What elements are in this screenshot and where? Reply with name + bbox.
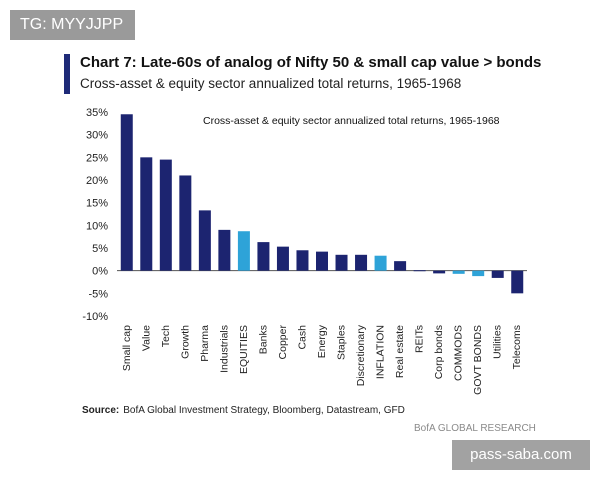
y-tick-label: 20% (86, 175, 108, 187)
brand-label: BofA GLOBAL RESEARCH (414, 423, 536, 434)
bar (394, 261, 407, 271)
y-tick-label: 0% (92, 266, 108, 278)
bar (472, 270, 485, 277)
bar (452, 270, 465, 274)
y-tick-label: 35% (86, 107, 108, 119)
x-tick-label: Copper (277, 325, 289, 360)
x-tick-label: Banks (257, 325, 269, 354)
x-tick-label: REITs (414, 325, 426, 353)
bar (296, 250, 309, 271)
y-tick-label: -5% (88, 288, 108, 300)
bar (276, 246, 289, 271)
y-tick-label: 10% (86, 220, 108, 232)
bar (140, 157, 153, 271)
x-tick-label: Small cap (121, 325, 133, 371)
x-tick-label: Telecoms (511, 325, 523, 369)
x-tick-label: Corp bonds (433, 325, 445, 379)
x-tick-label: Staples (336, 325, 348, 360)
y-tick-label: 5% (92, 243, 108, 255)
bar (335, 254, 348, 271)
source-note: Source: BofA Global Investment Strategy, … (82, 405, 405, 416)
bar (374, 255, 387, 271)
bar (179, 175, 192, 271)
bar (511, 270, 524, 294)
x-tick-label: Growth (179, 325, 191, 359)
x-tick-label: Industrials (218, 325, 230, 373)
source-text: BofA Global Investment Strategy, Bloombe… (123, 405, 405, 416)
x-tick-label: Tech (160, 325, 172, 347)
bar (316, 251, 328, 271)
title-accent-bar (64, 54, 70, 94)
source-label: Source: (82, 405, 120, 416)
x-tick-label: EQUITIES (238, 325, 250, 374)
chart-title: Chart 7: Late-60s of analog of Nifty 50 … (80, 54, 542, 71)
x-tick-label: Value (140, 325, 152, 351)
watermark-top: TG: MYYJJPP (10, 10, 135, 40)
bar (355, 254, 368, 271)
x-tick-label: Real estate (394, 325, 406, 378)
y-tick-label: -10% (82, 311, 108, 323)
y-tick-label: 25% (86, 152, 108, 164)
x-tick-label: Energy (316, 324, 328, 358)
x-tick-label: Pharma (199, 325, 211, 362)
x-tick-label: Utilities (492, 325, 504, 359)
chart-subtitle: Cross-asset & equity sector annualized t… (80, 76, 462, 91)
bar (257, 242, 270, 271)
bar (237, 231, 250, 271)
x-tick-label: Cash (296, 325, 308, 350)
y-tick-label: 15% (86, 198, 108, 210)
x-tick-label: COMMODS (453, 325, 465, 381)
bar (433, 270, 446, 274)
bar (218, 229, 231, 271)
y-tick-label: 30% (86, 130, 108, 142)
bar (413, 270, 426, 272)
bar (198, 210, 211, 271)
watermark-bottom: pass-saba.com (452, 440, 590, 470)
bar (159, 159, 172, 271)
x-tick-label: GOVT BONDS (472, 325, 484, 395)
chart-annotation: Cross-asset & equity sector annualized t… (203, 115, 500, 127)
x-tick-label: Discretionary (355, 324, 367, 386)
x-tick-label: INFLATION (375, 325, 387, 379)
bar (491, 270, 504, 278)
bar (120, 114, 133, 271)
